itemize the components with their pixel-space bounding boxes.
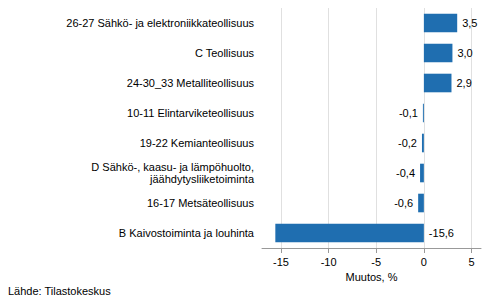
svg-text:jäähdytysliiketoiminta: jäähdytysliiketoiminta	[149, 173, 255, 185]
svg-text:24-30_33 Metalliteollisuus: 24-30_33 Metalliteollisuus	[127, 77, 255, 89]
svg-text:-15,6: -15,6	[429, 227, 454, 239]
svg-text:-0,2: -0,2	[398, 137, 417, 149]
svg-text:Muutos, %: Muutos, %	[346, 271, 398, 283]
svg-text:2,9: 2,9	[456, 77, 471, 89]
svg-text:-0,6: -0,6	[394, 197, 413, 209]
svg-text:D Sähkö-, kaasu- ja lämpöhuolt: D Sähkö-, kaasu- ja lämpöhuolto,	[91, 161, 254, 173]
svg-text:C Teollisuus: C Teollisuus	[195, 47, 255, 59]
svg-text:16-17 Metsäteollisuus: 16-17 Metsäteollisuus	[147, 197, 255, 209]
svg-text:3,0: 3,0	[457, 47, 472, 59]
svg-text:Lähde: Tilastokeskus: Lähde: Tilastokeskus	[8, 285, 111, 297]
svg-text:3,5: 3,5	[462, 17, 477, 29]
svg-text:-15: -15	[273, 256, 289, 268]
svg-text:5: 5	[468, 256, 474, 268]
svg-text:10-11 Elintarviketeollisuus: 10-11 Elintarviketeollisuus	[127, 107, 254, 119]
svg-text:0: 0	[421, 256, 427, 268]
svg-text:19-22 Kemianteollisuus: 19-22 Kemianteollisuus	[140, 137, 255, 149]
svg-text:-10: -10	[321, 256, 337, 268]
svg-text:-5: -5	[371, 256, 381, 268]
svg-text:B Kaivostoiminta ja louhinta: B Kaivostoiminta ja louhinta	[119, 227, 255, 239]
svg-text:-0,1: -0,1	[399, 107, 418, 119]
svg-text:26-27 Sähkö- ja elektroniikkat: 26-27 Sähkö- ja elektroniikkateollisuus	[66, 17, 254, 29]
svg-text:-0,4: -0,4	[396, 167, 415, 179]
